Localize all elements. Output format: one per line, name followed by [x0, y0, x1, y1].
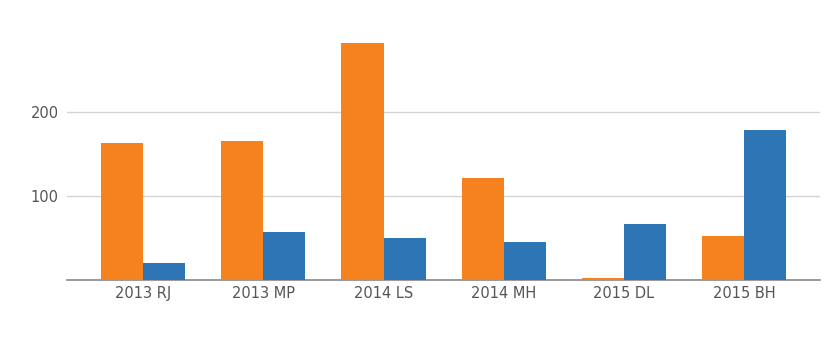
- Bar: [461, 177, 503, 280]
- Bar: [143, 263, 185, 280]
- Bar: [743, 130, 785, 280]
- Bar: [701, 236, 743, 280]
- Bar: [101, 143, 143, 280]
- Bar: [581, 278, 623, 280]
- Bar: [503, 242, 545, 280]
- Bar: [341, 42, 383, 280]
- Bar: [623, 224, 665, 280]
- Bar: [383, 238, 425, 280]
- Bar: [263, 232, 305, 280]
- Bar: [221, 141, 263, 280]
